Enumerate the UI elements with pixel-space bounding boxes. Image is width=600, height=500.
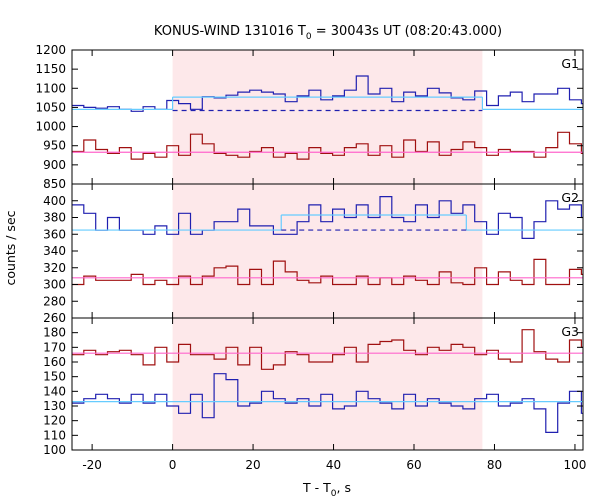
chart-title-subscript: 0	[306, 32, 312, 42]
panel-data	[72, 329, 583, 433]
x-tick-label: 20	[245, 458, 260, 472]
y-tick-label: 380	[43, 211, 66, 225]
y-tick-label: 950	[43, 139, 66, 153]
x-tick-label: 40	[326, 458, 341, 472]
series-upper-histogram	[72, 75, 583, 112]
y-tick-label: 850	[43, 177, 66, 191]
y-tick-label: 400	[43, 194, 66, 208]
y-tick-label: 1200	[35, 43, 66, 57]
y-tick-label: 260	[43, 311, 66, 325]
y-tick-label: 320	[43, 261, 66, 275]
series-lower-histogram	[72, 258, 583, 286]
x-axis-title-subscript: 0	[331, 489, 337, 499]
shaded-interval	[172, 318, 483, 450]
y-tick-label: 1050	[35, 100, 66, 114]
panel-label: G1	[561, 56, 579, 71]
panel-g1: 850 900 950 1000 1050 1100 1150 1200 G1	[35, 43, 584, 191]
panel-data	[72, 75, 583, 160]
shaded-interval	[172, 184, 483, 318]
x-axis-title-main: T - T	[302, 480, 331, 495]
y-tick-label: 1000	[35, 120, 66, 134]
chart-title-main: KONUS-WIND 131016 T	[154, 24, 306, 39]
y-tick-label: 140	[43, 384, 66, 398]
y-tick-label: 120	[43, 414, 66, 428]
y-tick-label: 360	[43, 227, 66, 241]
y-tick-label: 180	[43, 326, 66, 340]
y-tick-label: 1100	[35, 81, 66, 95]
x-tick-label: 0	[169, 458, 177, 472]
y-tick-label: 300	[43, 278, 66, 292]
shaded-interval	[172, 50, 483, 184]
panels-layer: 85090095010001050110011501200G1260280300…	[35, 43, 586, 472]
x-axis-title: T - T0, s	[302, 480, 351, 499]
panel-label: G3	[561, 324, 579, 339]
y-tick-label: 340	[43, 244, 66, 258]
x-tick-label: -20	[82, 458, 102, 472]
panel-label: G2	[561, 190, 579, 205]
y-tick-label: 170	[43, 340, 66, 354]
y-tick-label: 130	[43, 399, 66, 413]
x-axis-title-rest: , s	[337, 480, 351, 495]
y-tick-label: 110	[43, 428, 66, 442]
y-tick-label: 160	[43, 355, 66, 369]
y-axis-title: counts / sec	[3, 210, 18, 285]
x-tick-label: 80	[487, 458, 502, 472]
panel-g2: 260 280 300 320 340 360 380 400 G2	[43, 183, 584, 325]
y-tick-label: 280	[43, 294, 66, 308]
y-tick-label: 150	[43, 370, 66, 384]
y-tick-label: 900	[43, 158, 66, 172]
chart-title: KONUS-WIND 131016 T0 = 30043s UT (08:20:…	[154, 24, 502, 42]
chart-title-rest: = 30043s UT (08:20:43.000)	[312, 24, 502, 39]
series-upper-histogram	[72, 196, 583, 239]
panel-frame	[71, 317, 584, 451]
x-tick-label: 100	[563, 458, 586, 472]
y-tick-label: 100	[43, 443, 66, 457]
y-tick-label: 1150	[35, 62, 66, 76]
x-tick-label: 60	[406, 458, 421, 472]
panel-data	[72, 196, 583, 286]
